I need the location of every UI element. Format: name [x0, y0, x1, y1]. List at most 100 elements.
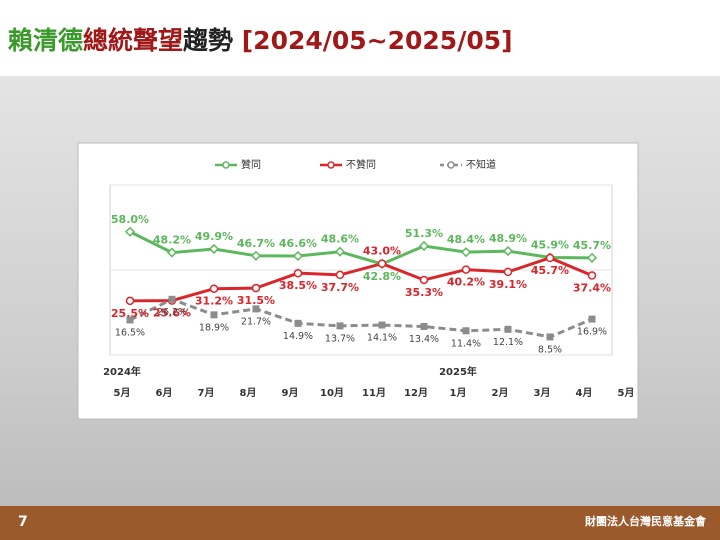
- data-label: 46.7%: [237, 237, 275, 250]
- x-tick-label: 6月: [156, 387, 173, 399]
- point: [588, 315, 596, 323]
- data-label: 35.3%: [405, 286, 443, 299]
- series-line: [129, 256, 593, 303]
- point: [503, 267, 513, 277]
- x-tick-label: 8月: [240, 387, 257, 399]
- title-part: [2024/05~2025/05]: [233, 26, 513, 55]
- point: [586, 252, 598, 263]
- point: [420, 323, 428, 331]
- data-label: 51.3%: [405, 227, 443, 240]
- point: [502, 246, 514, 257]
- point: [125, 296, 135, 306]
- x-tick-label: 12月: [404, 387, 428, 399]
- data-label: 46.6%: [279, 237, 317, 250]
- data-label: 25.5%: [111, 307, 149, 320]
- data-label: 16.9%: [577, 327, 607, 338]
- data-label: 13.7%: [325, 333, 355, 344]
- x-tick-label: 1月: [450, 387, 467, 399]
- legend-label: 不知道: [466, 158, 496, 171]
- legend-item: 不贊同: [320, 158, 376, 171]
- data-label: 16.5%: [115, 327, 145, 338]
- point: [587, 271, 597, 280]
- legend-marker: [327, 161, 335, 169]
- point: [336, 322, 344, 330]
- point: [462, 327, 470, 335]
- footer-bar: [0, 506, 720, 540]
- title-part: 賴清德: [8, 26, 83, 55]
- year-label: 2025年: [439, 365, 477, 378]
- point: [504, 325, 512, 333]
- chart-frame: [77, 142, 639, 420]
- point: [334, 246, 346, 257]
- point: [168, 295, 176, 303]
- data-label: 48.4%: [447, 233, 485, 246]
- point: [461, 265, 471, 274]
- data-label: 14.9%: [283, 331, 313, 342]
- point: [251, 283, 261, 293]
- point: [546, 333, 554, 341]
- point: [250, 250, 262, 261]
- point: [209, 284, 219, 293]
- data-label: 37.7%: [321, 281, 359, 294]
- series-line: [129, 230, 593, 266]
- data-label: 31.2%: [195, 295, 233, 308]
- x-tick-label: 9月: [282, 387, 299, 399]
- year-label: 2024年: [103, 365, 141, 378]
- x-tick-label: 11月: [362, 387, 386, 399]
- x-tick-label: 5月: [114, 387, 131, 399]
- point: [335, 270, 345, 280]
- data-label: 45.9%: [531, 238, 569, 251]
- point: [419, 275, 429, 285]
- legend-label: 贊同: [241, 158, 261, 171]
- title-part: 總統聲望: [83, 26, 183, 55]
- data-label: 14.1%: [367, 333, 397, 344]
- title-area: [0, 0, 720, 76]
- data-label: 26.2%: [157, 307, 187, 318]
- point: [418, 240, 430, 252]
- point: [293, 268, 303, 278]
- data-label: 21.7%: [241, 316, 271, 327]
- legend-item: 不知道: [440, 158, 496, 171]
- point: [292, 250, 304, 262]
- data-label: 58.0%: [111, 213, 149, 226]
- title-part: 趨勢: [182, 26, 233, 55]
- legend-label: 不贊同: [346, 158, 376, 171]
- point: [378, 321, 386, 329]
- x-tick-label: 3月: [534, 387, 551, 399]
- data-label: 48.2%: [153, 234, 191, 247]
- organization: 財團法人台灣民意基金會: [584, 514, 707, 528]
- data-label: 39.1%: [489, 278, 527, 291]
- x-tick-label: 10月: [320, 387, 344, 399]
- point: [126, 316, 134, 324]
- point: [294, 319, 302, 327]
- data-label: 25.6%: [153, 307, 191, 320]
- x-tick-label: 4月: [576, 387, 593, 399]
- legend-marker: [222, 161, 230, 169]
- x-tick-label: 7月: [198, 387, 215, 399]
- point: [252, 305, 260, 313]
- legend-item: 贊同: [215, 158, 261, 171]
- data-label: 48.9%: [489, 232, 527, 245]
- data-label: 13.4%: [409, 334, 439, 345]
- data-label: 42.8%: [363, 270, 401, 283]
- data-label: 45.7%: [531, 264, 569, 277]
- data-label: 31.5%: [237, 294, 275, 307]
- data-label: 43.0%: [363, 245, 401, 258]
- data-label: 48.6%: [321, 233, 359, 246]
- point: [377, 259, 387, 268]
- point: [545, 253, 555, 263]
- data-label: 18.9%: [199, 322, 229, 333]
- page-number: 7: [18, 514, 28, 530]
- data-label: 40.2%: [447, 276, 485, 289]
- x-tick-label: 5月: [618, 387, 635, 399]
- data-label: 37.4%: [573, 282, 611, 295]
- slide-title: 賴清德總統聲望趨勢 [2024/05~2025/05]: [8, 26, 513, 55]
- point: [460, 247, 472, 258]
- data-label: 49.9%: [195, 230, 233, 243]
- legend-marker: [447, 161, 455, 169]
- point: [124, 226, 136, 237]
- data-label: 11.4%: [451, 338, 481, 349]
- data-label: 38.5%: [279, 279, 317, 292]
